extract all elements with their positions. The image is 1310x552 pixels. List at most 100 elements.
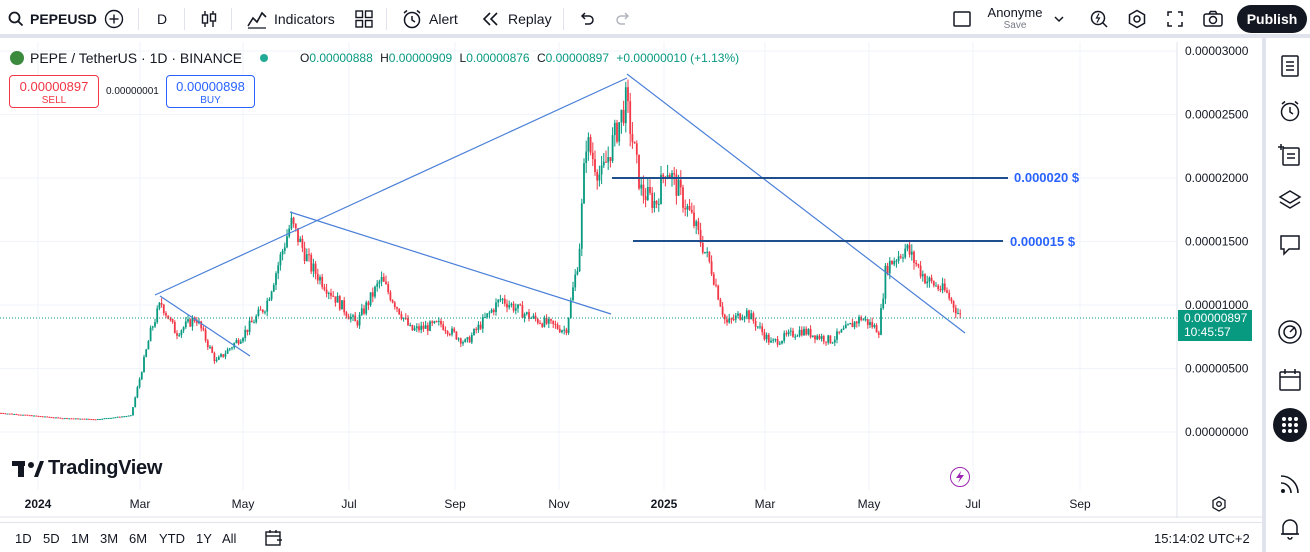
candle-body (218, 357, 220, 360)
candle-body (486, 313, 488, 317)
dots-grid-icon (1281, 416, 1299, 434)
candle-body (438, 321, 440, 322)
candle-body (656, 201, 658, 204)
candle-body (361, 308, 363, 314)
data-window-button[interactable] (1274, 316, 1306, 348)
candle-body (629, 101, 631, 134)
candle-body (453, 329, 455, 332)
candle-body (682, 187, 684, 207)
candle-body (766, 335, 768, 339)
candle-body (570, 300, 572, 318)
date-range-button[interactable] (264, 528, 284, 551)
candle-body (733, 319, 735, 320)
alerts-sidebar-button[interactable] (1274, 95, 1306, 127)
candle-body (302, 239, 304, 248)
candle-body (273, 285, 275, 292)
candle-body (660, 175, 662, 204)
candle-body (115, 417, 117, 418)
buy-button[interactable]: 0.00000898 BUY (166, 75, 255, 108)
calendar-button[interactable] (1274, 364, 1306, 396)
chats-button[interactable] (1274, 229, 1306, 261)
candle-body (178, 335, 180, 336)
candle-body (922, 274, 924, 276)
candle-body (11, 414, 13, 415)
candle-body (253, 322, 255, 323)
axis-settings-button[interactable] (1211, 496, 1227, 517)
events-badge[interactable] (950, 467, 970, 487)
candle-body (926, 282, 928, 284)
candle-body (2, 413, 4, 414)
candle-body (843, 328, 845, 329)
notifications-button[interactable] (1274, 512, 1306, 544)
candle-body (933, 281, 935, 286)
candle-body (702, 243, 704, 253)
range-button-all[interactable]: All (222, 531, 236, 546)
trendline-upper-rising[interactable] (155, 78, 627, 295)
candle-body (95, 419, 97, 420)
object-tree-button[interactable] (1274, 139, 1306, 171)
range-button-ytd[interactable]: YTD (159, 531, 185, 546)
candle-body (42, 416, 44, 417)
legend-title[interactable]: PEPE / TetherUS · 1D · BINANCE (30, 50, 242, 66)
ohlc-low: 0.00000876 (466, 51, 529, 65)
tradingview-watermark[interactable]: TradingView (12, 457, 162, 480)
watchlist-button[interactable] (1274, 50, 1306, 82)
candle-body (506, 304, 508, 308)
candle-body (229, 348, 231, 349)
candle-body (0, 413, 2, 414)
apps-button[interactable] (1273, 408, 1307, 442)
candle-body (544, 318, 546, 327)
range-button-3m[interactable]: 3M (100, 531, 118, 546)
candle-body (592, 153, 594, 159)
utc-clock[interactable]: 15:14:02 UTC+2 (1154, 531, 1250, 546)
candle-body (819, 336, 821, 339)
candle-body (832, 342, 834, 343)
candle-body (695, 221, 697, 226)
candle-body (383, 277, 385, 282)
range-button-1y[interactable]: 1Y (196, 531, 212, 546)
candle-body (44, 416, 46, 417)
candle-body (271, 291, 273, 299)
chat-bubble-icon (1278, 233, 1302, 257)
sell-label: SELL (10, 95, 98, 106)
candle-body (425, 325, 427, 329)
candle-body (304, 248, 306, 261)
candle-body (106, 418, 108, 419)
ohlc-high: 0.00000909 (389, 51, 452, 65)
candle-body (764, 332, 766, 339)
sell-button[interactable]: 0.00000897 SELL (9, 75, 99, 108)
candle-body (849, 323, 851, 324)
range-button-5d[interactable]: 5D (43, 531, 60, 546)
candle-body (805, 329, 807, 335)
candle-body (35, 416, 37, 417)
range-button-6m[interactable]: 6M (129, 531, 147, 546)
candle-body (662, 175, 664, 177)
candle-body (772, 340, 774, 341)
candle-body (374, 287, 376, 297)
trendline-descending[interactable] (627, 74, 965, 333)
range-button-1d[interactable]: 1D (15, 531, 32, 546)
candle-body (726, 319, 728, 322)
candle-body (552, 321, 554, 324)
candle-body (13, 414, 15, 415)
candle-body (101, 419, 103, 420)
candle-body (176, 333, 178, 336)
time-axis[interactable]: 2024 Mar May Jul Sep Nov 2025 Mar May Jul Sep (25, 497, 1091, 511)
candle-body (84, 419, 86, 420)
layers-button[interactable] (1274, 184, 1306, 216)
candle-body (704, 252, 706, 253)
candle-body (471, 335, 473, 342)
price-tick-label: 0.00002500 (1185, 108, 1249, 122)
stream-button[interactable] (1274, 468, 1306, 500)
candle-body (555, 324, 557, 325)
gear-small-icon (1211, 496, 1227, 512)
candle-body (286, 236, 288, 247)
candle-body (847, 324, 849, 325)
candle-body (867, 319, 869, 325)
calendar-goto-icon (264, 528, 284, 548)
range-button-1m[interactable]: 1M (71, 531, 89, 546)
candle-body (29, 415, 31, 416)
candle-body (904, 249, 906, 258)
candle-body (324, 287, 326, 290)
candle-body (71, 418, 73, 419)
